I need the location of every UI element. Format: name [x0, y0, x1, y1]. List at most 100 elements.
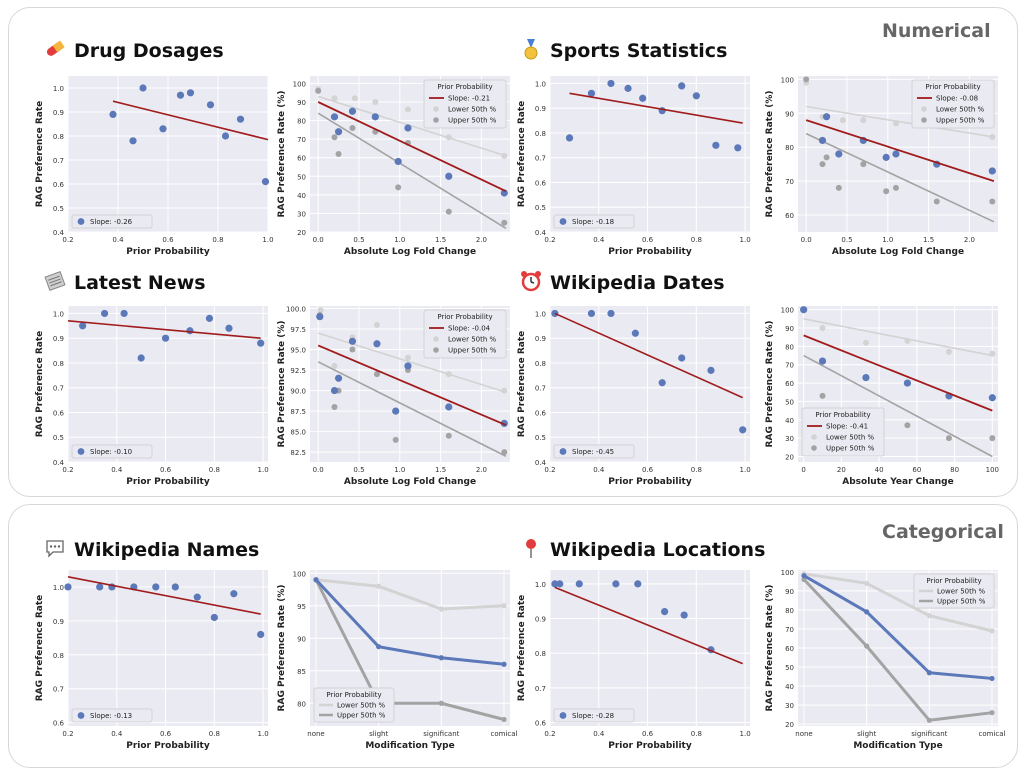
chart-7-legend-text: Lower 50th %	[826, 434, 875, 442]
chart-10-x-axis-label: Prior Probability	[608, 741, 692, 751]
chart-5-legend-title: Prior Probability	[437, 313, 492, 321]
chart-1-point	[371, 113, 379, 121]
chart-3-y-tick-label: 70	[785, 178, 794, 186]
chart-11-y-tick-label: 40	[785, 683, 794, 691]
chart-5-fit-line-upper	[317, 361, 507, 457]
chart-5-y-tick-label: 100.0	[286, 305, 306, 313]
chart-5-y-tick-label: 82.5	[290, 449, 306, 457]
chart-3-point	[818, 136, 827, 145]
chart-10-x-tick-label: 1.0	[740, 730, 751, 738]
chart-3-point-lower	[989, 134, 996, 141]
chart-6-y-tick-label: 1.0	[535, 310, 546, 318]
panel-title-latest-news: Latest News	[44, 270, 206, 294]
chart-3-y-tick-label: 100	[781, 76, 794, 84]
chart-2-point	[565, 134, 574, 142]
chart-6-legend-marker	[559, 448, 567, 455]
chart-1-legend-title: Prior Probability	[437, 83, 492, 91]
chart-11-y-tick-label: 20	[785, 721, 794, 729]
chart-3-point-upper	[819, 161, 826, 168]
chart-8-point	[210, 613, 218, 622]
chart-3-point-upper	[803, 76, 810, 83]
chart-1-y-tick-label: 100	[293, 80, 306, 88]
chart-news-prior: 0.40.50.60.70.80.91.00.2 0.4 0.6 0.8 1.0Prio…	[35, 306, 269, 487]
chart-7-fit-line-upper	[803, 354, 993, 458]
chart-6-fit-line	[554, 312, 744, 399]
chart-11-legend-title: Prior Probability	[926, 577, 981, 585]
chart-1-fit-line	[317, 101, 507, 192]
chart-11-x-tick-label: significant	[911, 730, 947, 738]
chart-2-legend-marker	[559, 218, 567, 225]
chart-4-point	[205, 314, 214, 322]
chart-news-foldchange: 82.5 85.0 87.5 90.0 92.5 95.0 97.5 100.0 0.0 0.5 1…	[277, 305, 510, 487]
chart-1-point-lower	[404, 106, 411, 113]
chart-10-point	[680, 611, 688, 619]
chart-7-point-lower	[862, 339, 869, 346]
chart-5-point-lower	[373, 321, 380, 328]
chart-7-y-tick-label: 80	[785, 343, 794, 351]
chart-7-x-tick-label: 40	[875, 466, 884, 474]
chart-7-point	[862, 373, 870, 382]
chart-11-series-point	[989, 675, 995, 682]
chart-9-y-axis-label: RAG Preference Rate (%)	[277, 585, 287, 712]
chart-3-x-tick-label: 0.0	[801, 236, 812, 244]
chart-0-point	[186, 89, 195, 97]
chart-9-x-tick-label: comical	[491, 730, 518, 738]
chart-1-legend-text: Upper 50th %	[448, 117, 497, 125]
panel-title-wikipedia-names: Wikipedia Names	[44, 537, 259, 561]
chart-10-y-axis-label: RAG Preference Rate	[517, 595, 527, 702]
chart-6-point	[658, 379, 666, 387]
chart-4-y-tick-label: 0.4	[53, 459, 65, 467]
chart-8-legend-box	[71, 708, 153, 723]
chart-2-x-axis-label: Prior Probability	[608, 247, 692, 257]
chart-1-y-tick-label: 40	[297, 192, 306, 200]
chart-5-legend-text: Lower 50th %	[448, 336, 497, 344]
chart-7-x-tick-label: 60	[912, 466, 921, 474]
pill-icon	[46, 40, 65, 56]
chart-0-point	[159, 125, 167, 133]
chart-9-series-point	[376, 644, 382, 650]
chart-2-point	[692, 92, 700, 100]
chart-1-x-tick-label: 2.0	[476, 236, 487, 244]
chart-2-y-tick-label: 0.6	[535, 179, 547, 187]
chart-8-x-tick-label: 0.8	[209, 730, 220, 738]
chart-8-y-tick-label: 0.6	[53, 720, 65, 728]
chart-11-series-point	[801, 576, 807, 583]
chart-4-x-tick-label: 0.6	[160, 466, 172, 474]
chart-9-series-point	[501, 661, 507, 667]
chart-7-point	[818, 357, 827, 365]
chart-5-point	[348, 337, 357, 345]
chart-11-legend-text: Lower 50th %	[937, 588, 986, 596]
chart-1-legend-box	[423, 79, 507, 129]
chart-1-x-tick-label: 0.0	[313, 236, 324, 244]
chart-7-point-lower	[945, 348, 952, 355]
chart-4-y-tick-label: 0.9	[53, 335, 64, 343]
chart-6-y-tick-label: 0.9	[535, 335, 546, 343]
chart-5-x-tick-label: 1.0	[394, 466, 405, 474]
chart-0-legend-marker	[77, 218, 85, 225]
chart-9-series-point	[438, 655, 444, 661]
chart-3-fit-line	[805, 119, 995, 182]
chart-8-plot-area	[68, 570, 268, 726]
chart-names-modification: 80 85 90 95 100 none slight significant comical M…	[277, 570, 518, 751]
chart-3-x-tick-label: 1.5	[923, 236, 934, 244]
chart-11-series-point	[864, 643, 870, 649]
chart-4-point	[137, 354, 145, 362]
chart-3-x-tick-label: 2.0	[964, 236, 975, 244]
chart-1-x-tick-label: 0.5	[353, 236, 364, 244]
chart-5-point-upper	[349, 346, 356, 353]
chart-5-point-upper	[392, 436, 399, 443]
chart-3-x-tick-label: 1.0	[882, 236, 893, 244]
chart-11-x-tick-label: comical	[979, 730, 1006, 738]
chart-11-y-tick-label: 100	[781, 569, 794, 577]
chart-11-y-tick-label: 30	[785, 702, 794, 710]
chart-9-series-point	[438, 700, 444, 706]
chart-5-legend-text: Slope: -0.04	[448, 325, 491, 333]
chart-11-series-point	[989, 710, 995, 716]
chart-4-legend-text: Slope: -0.10	[90, 448, 132, 456]
chart-5-point	[445, 403, 453, 411]
chart-6-point	[607, 309, 615, 318]
chart-5-y-axis-label: RAG Preference Rate (%)	[277, 321, 287, 448]
chart-11-legend-text: Upper 50th %	[937, 598, 986, 606]
chart-10-legend-text: Slope: -0.28	[572, 712, 614, 720]
map-pin-icon	[526, 539, 536, 558]
